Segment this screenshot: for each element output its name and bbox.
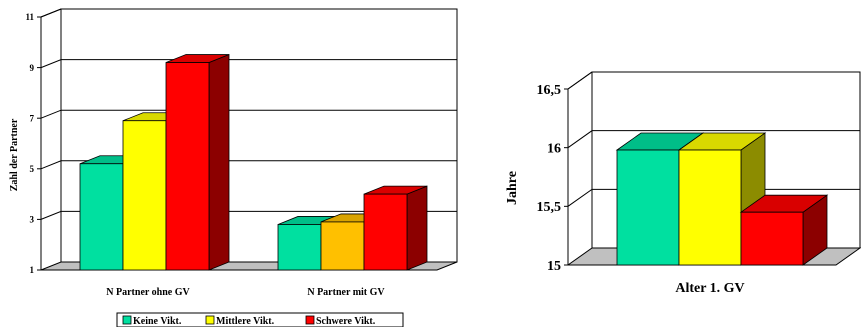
chart1-category-labels: N Partner ohne GV N Partner mit GV [106, 287, 385, 298]
chart2-gridlines [567, 71, 860, 207]
gridline [567, 71, 860, 90]
y-tick-label: 15,5 [537, 200, 562, 215]
legend-label-keine: Keine Vikt. [133, 316, 182, 327]
chart2-category-labels: Alter 1. GV [675, 281, 744, 296]
y-tick-label: 15 [547, 259, 561, 274]
gridline [40, 109, 457, 119]
y-tick-label: 5 [30, 164, 35, 174]
y-tick-label: 3 [30, 215, 35, 225]
bar-alter-1-gv-2 [739, 194, 829, 266]
legend-box [116, 312, 404, 327]
chart2-bars [615, 132, 829, 266]
chart1-y-axis-label: Zahl der Partner [9, 118, 20, 191]
legend-label-mittlere: Mittlere Vikt. [216, 316, 275, 327]
chart1-gridlines [40, 8, 457, 220]
bar-n-partner-ohne-gv-2 [165, 53, 230, 271]
chart2-y-axis-label: Jahre [505, 171, 520, 205]
x-category-label: N Partner mit GV [307, 287, 385, 298]
gridline [567, 130, 860, 149]
y-tick-label: 1 [30, 265, 35, 275]
chart1-bars [79, 53, 428, 271]
y-tick-label: 9 [30, 63, 35, 73]
y-tick-label: 11 [25, 12, 34, 22]
y-tick-label: 16 [547, 142, 561, 157]
legend-swatch-mittlere [205, 315, 215, 325]
gridline [567, 188, 860, 207]
y-tick-label: 16,5 [537, 83, 562, 98]
chart-partner-count: 1 3 5 7 9 11 N Partner ohne GV N Partner mit G… [9, 8, 458, 327]
chart1-legend: Keine Vikt. Mittlere Vikt. Schwere Vikt. [116, 312, 404, 327]
gridline [40, 59, 457, 69]
legend-label-schwere: Schwere Vikt. [316, 316, 376, 327]
gridline [40, 160, 457, 170]
y-tick-label: 7 [30, 113, 35, 123]
bar-n-partner-mit-gv-2 [363, 185, 428, 271]
legend-swatch-schwere [305, 315, 315, 325]
chart-age-first-gv: 15 15,5 16 16,5 Alter 1. GV Jahre [505, 71, 861, 296]
gridline [40, 210, 457, 220]
gridline [40, 8, 457, 18]
legend-swatch-keine [122, 315, 132, 325]
x-category-label: N Partner ohne GV [106, 287, 190, 298]
x-category-label: Alter 1. GV [675, 281, 744, 296]
